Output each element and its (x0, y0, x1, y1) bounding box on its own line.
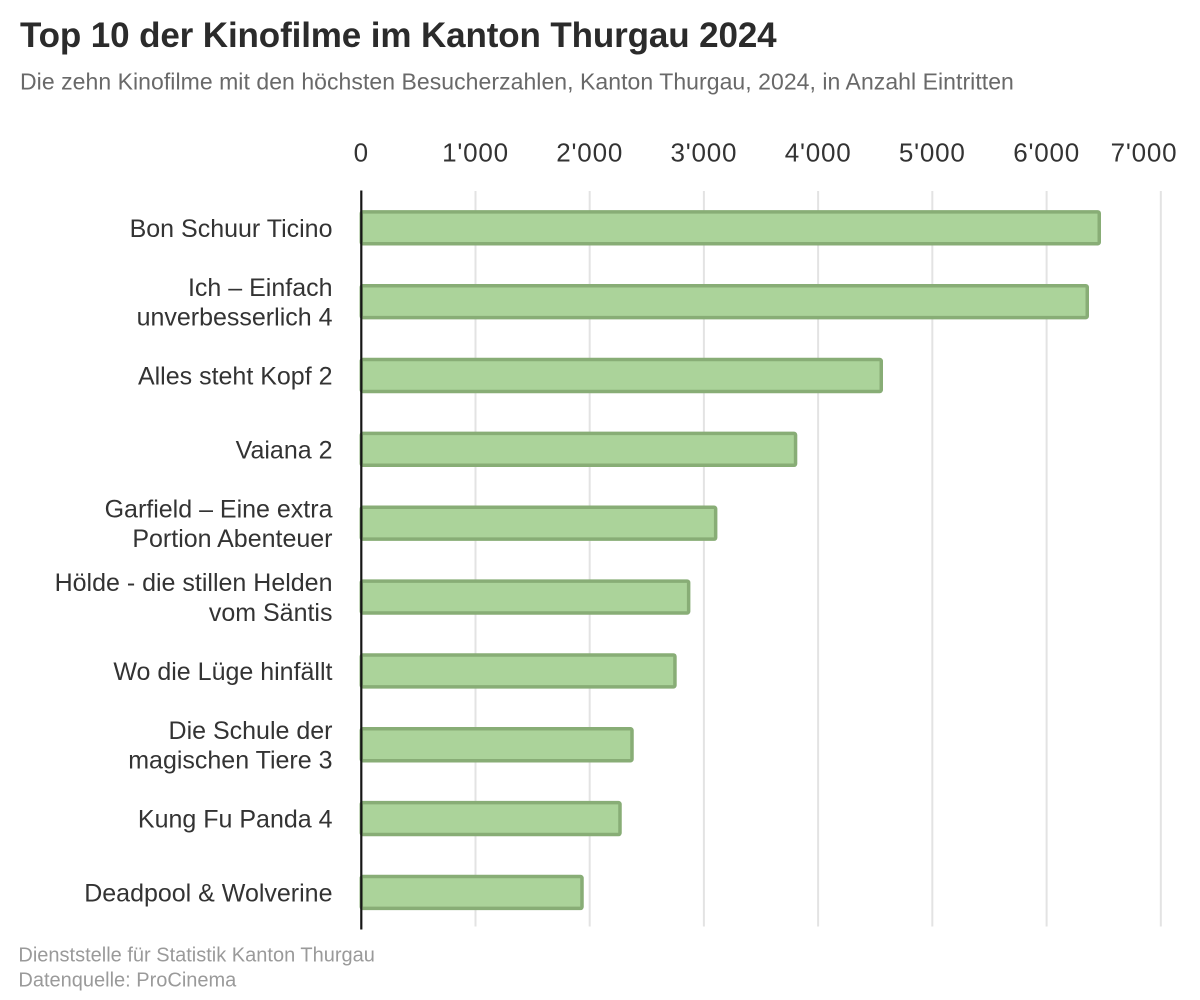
svg-text:6'000: 6'000 (1013, 138, 1080, 168)
svg-text:Hölde - die stillen Helden: Hölde - die stillen Helden (55, 569, 333, 597)
svg-text:unverbesserlich 4: unverbesserlich 4 (137, 303, 333, 331)
svg-text:3'000: 3'000 (670, 138, 737, 168)
svg-text:Portion Abenteuer: Portion Abenteuer (132, 525, 332, 553)
svg-text:Top 10 der Kinofilme im Kanton: Top 10 der Kinofilme im Kanton Thurgau 2… (20, 16, 777, 55)
svg-text:Vaiana 2: Vaiana 2 (236, 436, 333, 464)
svg-text:Wo die Lüge hinfällt: Wo die Lüge hinfällt (113, 658, 332, 686)
svg-text:Bon Schuur Ticino: Bon Schuur Ticino (130, 215, 333, 243)
svg-text:magischen Tiere 3: magischen Tiere 3 (128, 747, 332, 775)
svg-text:Kung Fu Panda 4: Kung Fu Panda 4 (138, 806, 333, 834)
svg-text:Die Schule der: Die Schule der (169, 717, 333, 745)
svg-text:4'000: 4'000 (785, 138, 852, 168)
svg-text:Alles steht Kopf 2: Alles steht Kopf 2 (138, 363, 333, 391)
svg-text:0: 0 (354, 138, 369, 168)
svg-text:Die zehn Kinofilme mit den höc: Die zehn Kinofilme mit den höchsten Besu… (20, 69, 1014, 95)
svg-text:Ich – Einfach: Ich – Einfach (188, 274, 333, 302)
svg-text:7'000: 7'000 (1111, 138, 1178, 168)
svg-text:Datenquelle: ProCinema: Datenquelle: ProCinema (18, 969, 237, 991)
svg-text:2'000: 2'000 (556, 138, 623, 168)
svg-text:vom Säntis: vom Säntis (209, 599, 333, 627)
svg-text:Garfield – Eine extra: Garfield – Eine extra (105, 495, 333, 523)
svg-text:5'000: 5'000 (899, 138, 966, 168)
svg-text:Dienststelle für Statistik Kan: Dienststelle für Statistik Kanton Thurga… (18, 944, 374, 966)
svg-text:1'000: 1'000 (442, 138, 509, 168)
svg-text:Deadpool & Wolverine: Deadpool & Wolverine (84, 880, 332, 908)
